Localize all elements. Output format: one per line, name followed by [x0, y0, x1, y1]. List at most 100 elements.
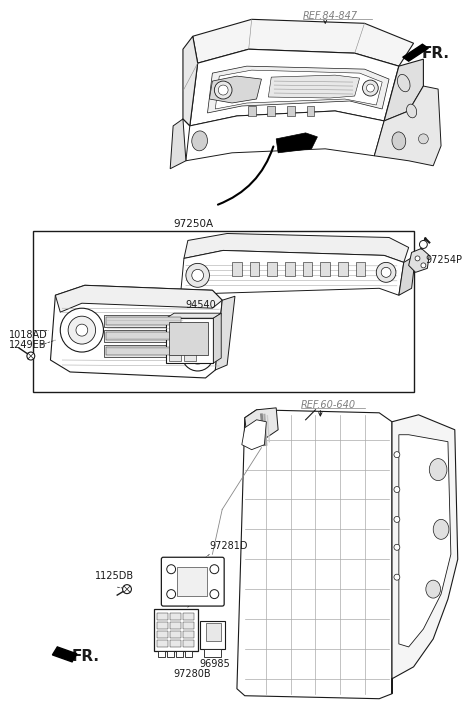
Circle shape [210, 590, 219, 598]
Circle shape [381, 268, 391, 277]
Bar [158, 622, 168, 629]
Polygon shape [55, 285, 222, 312]
Bar [158, 640, 168, 647]
Bar [104, 330, 183, 342]
Circle shape [27, 352, 35, 360]
Bar [158, 613, 168, 620]
Bar [267, 106, 275, 116]
Bar [338, 262, 348, 276]
Polygon shape [403, 44, 428, 61]
Bar [307, 106, 314, 116]
Bar [285, 262, 295, 276]
Circle shape [394, 574, 400, 580]
Bar [158, 631, 168, 638]
Bar [104, 316, 183, 327]
Bar [166, 318, 213, 363]
Polygon shape [245, 408, 278, 438]
Circle shape [394, 486, 400, 492]
Ellipse shape [406, 104, 417, 118]
Bar [104, 345, 183, 357]
Text: FR.: FR. [421, 46, 449, 60]
Polygon shape [180, 250, 404, 300]
Polygon shape [276, 133, 317, 153]
Bar [203, 649, 221, 657]
Circle shape [182, 339, 213, 371]
Polygon shape [184, 233, 409, 262]
Bar [356, 262, 365, 276]
Circle shape [68, 316, 96, 344]
Text: 1249EB: 1249EB [9, 340, 47, 350]
Ellipse shape [397, 74, 410, 92]
Polygon shape [52, 647, 77, 662]
Circle shape [394, 451, 400, 457]
Polygon shape [208, 66, 389, 113]
Bar [183, 631, 194, 638]
Circle shape [194, 351, 202, 359]
Bar [167, 651, 174, 657]
Polygon shape [166, 313, 221, 318]
Bar [248, 106, 255, 116]
Bar [106, 332, 181, 340]
Bar [177, 567, 207, 596]
Bar [303, 262, 312, 276]
Polygon shape [384, 59, 423, 121]
Polygon shape [268, 75, 360, 98]
Bar [159, 651, 165, 657]
Ellipse shape [429, 459, 447, 481]
Ellipse shape [426, 580, 440, 598]
Bar [185, 651, 192, 657]
Text: 94540: 94540 [185, 300, 216, 310]
Polygon shape [183, 36, 198, 126]
Text: 1018AD: 1018AD [9, 330, 48, 340]
Bar [106, 317, 181, 325]
Text: 97254P: 97254P [425, 255, 463, 265]
Ellipse shape [392, 132, 406, 150]
Bar [200, 621, 225, 649]
Bar [183, 613, 194, 620]
Bar [183, 640, 194, 647]
Polygon shape [242, 419, 266, 450]
Polygon shape [237, 410, 392, 699]
Circle shape [419, 134, 428, 144]
Bar [205, 623, 221, 641]
Circle shape [366, 84, 374, 92]
Text: 97281D: 97281D [210, 542, 248, 551]
Bar [250, 262, 260, 276]
FancyBboxPatch shape [161, 558, 224, 606]
Polygon shape [215, 297, 235, 370]
Polygon shape [51, 285, 222, 378]
Circle shape [218, 85, 228, 95]
Circle shape [167, 565, 176, 574]
Bar [267, 262, 277, 276]
Text: 97280B: 97280B [173, 669, 211, 679]
Bar [170, 613, 181, 620]
Polygon shape [392, 415, 458, 694]
Polygon shape [213, 313, 221, 363]
Bar [287, 106, 295, 116]
Circle shape [421, 263, 426, 268]
Bar [176, 651, 183, 657]
Circle shape [210, 565, 219, 574]
Bar [170, 631, 181, 638]
Ellipse shape [433, 519, 449, 539]
Polygon shape [399, 435, 451, 647]
Text: FR.: FR. [72, 649, 100, 664]
Ellipse shape [192, 131, 208, 150]
Text: 1125DB: 1125DB [94, 571, 134, 581]
Circle shape [167, 590, 176, 598]
Bar [169, 355, 181, 361]
Polygon shape [170, 119, 186, 169]
Bar [153, 609, 198, 651]
Bar [183, 622, 194, 629]
Bar [184, 355, 196, 361]
Text: REF.84-847: REF.84-847 [303, 12, 358, 21]
Circle shape [394, 545, 400, 550]
Text: 96985: 96985 [200, 659, 230, 669]
Bar [232, 262, 242, 276]
Polygon shape [215, 70, 382, 109]
Circle shape [420, 241, 427, 249]
Bar [106, 347, 181, 355]
Bar [170, 640, 181, 647]
Polygon shape [193, 20, 413, 66]
Circle shape [60, 308, 103, 352]
